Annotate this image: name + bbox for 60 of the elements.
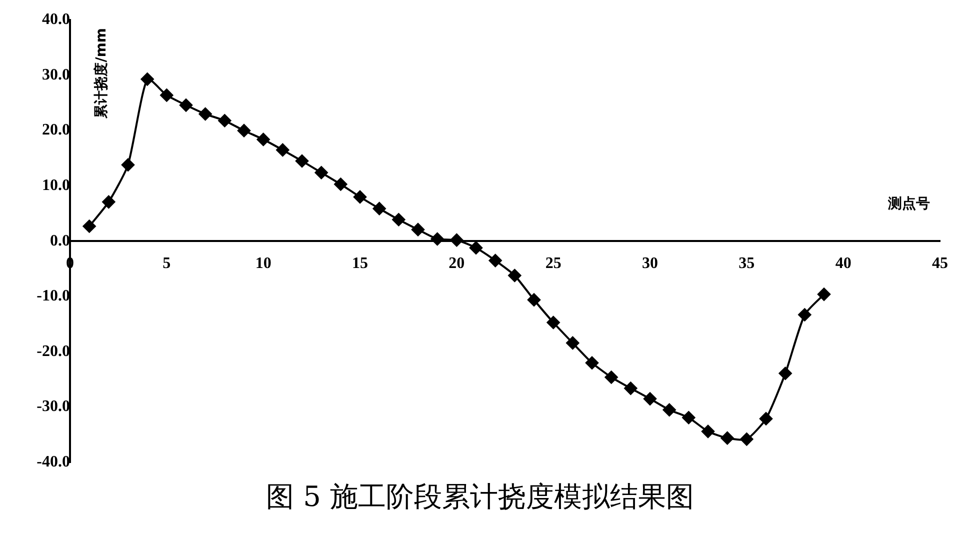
point xyxy=(778,366,792,380)
x-tick-label: 15 xyxy=(352,254,368,272)
point xyxy=(256,132,270,146)
point xyxy=(760,412,772,426)
x-tick-label: 30 xyxy=(642,254,658,272)
point xyxy=(682,411,696,424)
point xyxy=(218,114,232,128)
point xyxy=(198,108,212,121)
point xyxy=(296,154,308,168)
y-tick-label: -10.0 xyxy=(36,288,70,305)
point xyxy=(238,124,250,138)
point xyxy=(566,336,580,350)
point xyxy=(798,308,812,322)
point xyxy=(604,370,618,384)
point xyxy=(624,382,638,395)
point xyxy=(122,158,134,172)
x-tick-label: 25 xyxy=(545,254,562,272)
point xyxy=(546,316,560,329)
x-axis-title: 测点号 xyxy=(887,196,930,212)
x-tick-label: 10 xyxy=(255,254,272,272)
point xyxy=(508,268,522,282)
point xyxy=(314,166,328,180)
y-axis-title: 累计挠度/mm xyxy=(92,28,110,120)
y-tick-label: 0.0 xyxy=(50,232,70,250)
point xyxy=(430,232,444,246)
y-tick-label: -20.0 xyxy=(36,342,70,360)
point xyxy=(450,234,464,247)
point xyxy=(702,424,714,438)
point xyxy=(662,403,676,416)
point xyxy=(372,202,386,216)
y-tick-label: 20.0 xyxy=(42,122,70,139)
y-tick-label: 40.0 xyxy=(42,11,70,28)
point xyxy=(720,432,734,445)
y-tick-label: 30.0 xyxy=(42,66,70,84)
point xyxy=(334,178,348,191)
point xyxy=(160,88,174,102)
point xyxy=(644,392,656,406)
text: 图 5 施工阶段累计挠度模拟结果图 xyxy=(265,479,695,515)
x-tick-label: 45 xyxy=(932,254,948,272)
point xyxy=(412,223,424,236)
x-tick-label: 5 xyxy=(162,254,171,272)
point xyxy=(82,220,96,233)
point xyxy=(354,190,366,204)
point xyxy=(392,213,406,226)
x-tick-label: 20 xyxy=(448,254,465,272)
point xyxy=(488,254,502,268)
y-tick-label: -40.0 xyxy=(36,454,70,471)
y-tick-label: 10.0 xyxy=(42,177,70,194)
point xyxy=(180,98,192,112)
point xyxy=(276,143,290,156)
x-tick-label: 40 xyxy=(835,254,852,272)
point xyxy=(740,432,754,446)
point xyxy=(102,195,116,208)
point xyxy=(586,356,598,370)
point xyxy=(140,72,154,86)
point xyxy=(528,293,540,306)
point xyxy=(818,288,830,301)
y-tick-label: -30.0 xyxy=(36,398,70,416)
point xyxy=(470,241,482,254)
x-tick-label: 35 xyxy=(738,254,755,272)
